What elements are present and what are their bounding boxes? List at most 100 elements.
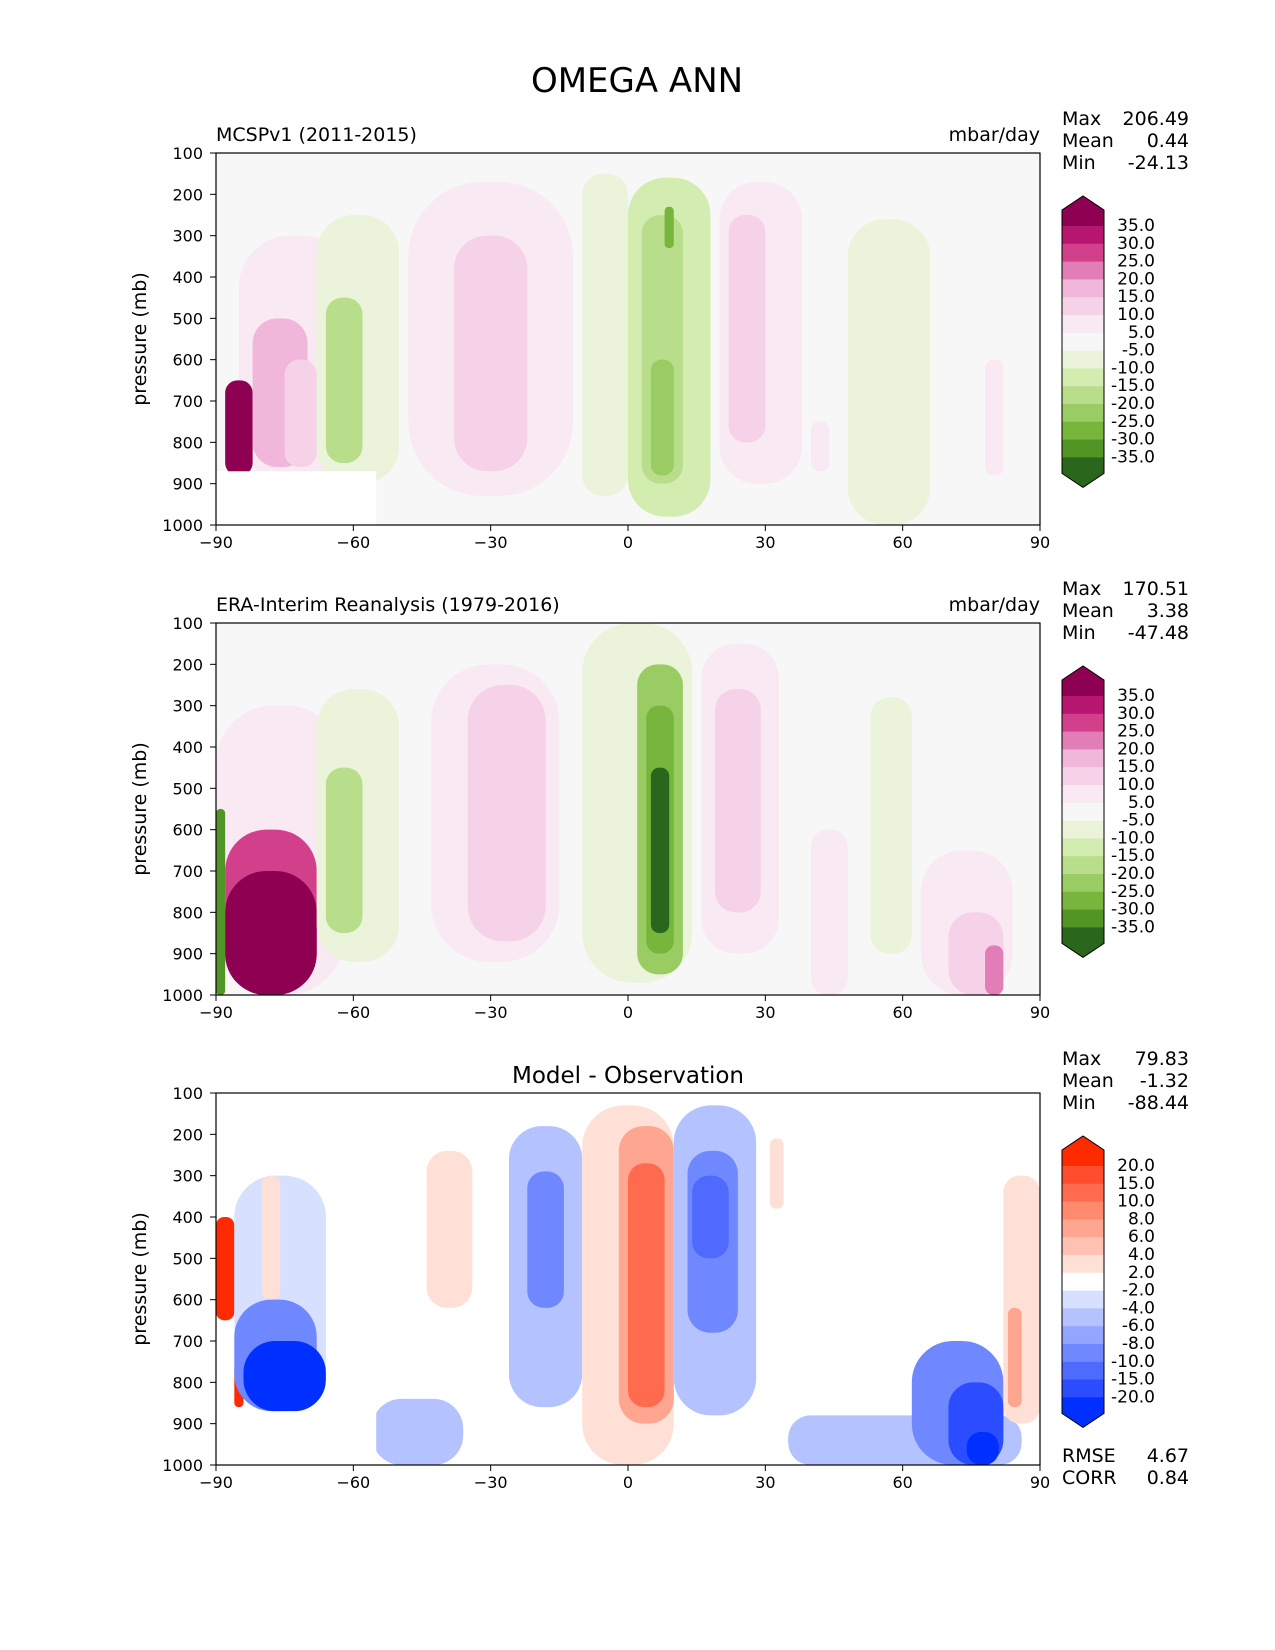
stat-label: Max: [1062, 1048, 1101, 1070]
colorbar-cell: [1062, 297, 1104, 316]
x-tick-label: −30: [474, 1003, 508, 1022]
colorbar-cell: [1062, 279, 1104, 298]
stat-value: -47.48: [1128, 622, 1189, 644]
colorbar-label: -10.0: [1111, 1352, 1155, 1372]
colorbar-label: 20.0: [1117, 1156, 1155, 1176]
contour-region: [582, 173, 628, 497]
y-tick-label: 200: [172, 655, 203, 674]
x-tick-label: −90: [199, 1473, 233, 1492]
metric-label: RMSE: [1062, 1445, 1116, 1467]
stat-value: -1.32: [1140, 1070, 1189, 1092]
x-tick-label: −60: [336, 533, 370, 552]
colorbar-label: 4.0: [1128, 1245, 1155, 1265]
contour-region: [225, 380, 253, 476]
stat-label: Min: [1062, 622, 1096, 644]
colorbar-label: -20.0: [1111, 394, 1155, 414]
panel-model: −90 −60 −30 0 30 60 90 100 200 300 400 500 600 700 800…: [129, 108, 1189, 552]
contour-region: [769, 1138, 784, 1209]
x-tick-label: 0: [623, 1473, 633, 1492]
stat-label: Max: [1062, 578, 1101, 600]
colorbar: 35.030.025.020.015.010.05.0-5.0-10.0-15.…: [1061, 665, 1155, 959]
colorbar-extension-top: [1062, 1136, 1104, 1166]
panel-title: ERA-Interim Reanalysis (1979-2016): [216, 594, 560, 616]
colorbar-label: 30.0: [1117, 704, 1155, 724]
colorbar-cell: [1062, 1272, 1104, 1292]
contour-region: [426, 1150, 473, 1308]
x-tick-label: 90: [1030, 1003, 1050, 1022]
colorbar-outline: [1061, 665, 1105, 959]
stat-label: Mean: [1062, 600, 1114, 622]
x-tick-label: 30: [755, 1003, 775, 1022]
colorbar-label: 5.0: [1128, 323, 1155, 343]
x-tick-label: 90: [1030, 1473, 1050, 1492]
colorbar-cell: [1062, 891, 1104, 911]
stat-value: 3.38: [1147, 600, 1189, 622]
contour-region: [527, 1171, 564, 1308]
contour-fill: [216, 623, 1013, 995]
x-tick-label: −30: [474, 533, 508, 552]
contour-region: [664, 206, 674, 249]
contour-region: [325, 767, 363, 933]
y-tick-label: 400: [172, 268, 203, 287]
figure-title: OMEGA ANN: [531, 61, 743, 101]
stat-label: Mean: [1062, 130, 1114, 152]
colorbar-label: 2.0: [1128, 1263, 1155, 1283]
y-tick-label: 500: [172, 309, 203, 328]
stat-label: Min: [1062, 152, 1096, 174]
y-tick-label: 1000: [162, 516, 203, 535]
missing-data-mask: [216, 471, 377, 525]
x-tick-label: 90: [1030, 533, 1050, 552]
colorbar-label: -4.0: [1122, 1298, 1155, 1318]
metric-value: 0.84: [1147, 1467, 1189, 1489]
colorbar-label: -20.0: [1111, 864, 1155, 884]
colorbar-cell: [1062, 909, 1104, 928]
contour-region: [966, 1431, 999, 1465]
x-tick-label: −90: [199, 533, 233, 552]
x-tick-label: 60: [892, 1003, 912, 1022]
colorbar-label: 20.0: [1117, 739, 1155, 759]
y-axis-label: pressure (mb): [129, 1212, 151, 1346]
y-axis-label: pressure (mb): [129, 742, 151, 876]
contour-region: [714, 689, 761, 913]
colorbar-label: -2.0: [1122, 1281, 1155, 1301]
y-tick-label: 800: [172, 433, 203, 452]
y-tick-label: 100: [172, 144, 203, 163]
contour-fill: [216, 173, 1004, 525]
colorbar-label: -25.0: [1111, 412, 1155, 432]
colorbar-cell: [1062, 261, 1104, 280]
stat-value: 170.51: [1123, 578, 1189, 600]
colorbar-label: -5.0: [1122, 341, 1155, 361]
colorbar-cell: [1062, 785, 1104, 804]
colorbar-cell: [1062, 350, 1104, 369]
contour-region: [454, 235, 528, 472]
y-tick-label: 600: [172, 351, 203, 370]
colorbar-outline: [1061, 195, 1105, 489]
colorbar-label: 15.0: [1117, 757, 1155, 777]
y-tick-label: 400: [172, 1208, 203, 1227]
metric-label: CORR: [1062, 1467, 1117, 1489]
colorbar-cell: [1062, 1219, 1104, 1238]
x-tick-label: 0: [623, 1003, 633, 1022]
missing-data-mask: [216, 1411, 377, 1465]
panel-observation: −90 −60 −30 0 30 60 90 100 200 300 400 500 600 700 800…: [129, 578, 1189, 1022]
colorbar-label: -35.0: [1111, 447, 1155, 467]
contour-region: [650, 359, 674, 476]
y-tick-label: 100: [172, 1084, 203, 1103]
panel-title: MCSPv1 (2011-2015): [216, 124, 417, 146]
y-tick-label: 600: [172, 1291, 203, 1310]
contour-region: [261, 1175, 281, 1300]
y-tick-label: 700: [172, 862, 203, 881]
units-label: mbar/day: [949, 594, 1040, 616]
stat-value: 79.83: [1135, 1048, 1189, 1070]
contour-region: [870, 697, 912, 954]
stat-value: -24.13: [1128, 152, 1189, 174]
panel-difference: −90 −60 −30 0 30 60 90 100 200 300 400 500 600 700 800…: [129, 1048, 1189, 1492]
x-tick-label: 60: [892, 1473, 912, 1492]
colorbar-label: -6.0: [1122, 1316, 1155, 1336]
contour-region: [1007, 1307, 1022, 1408]
colorbar-label: 35.0: [1117, 216, 1155, 236]
y-tick-label: 300: [172, 227, 203, 246]
colorbar-cell: [1062, 1290, 1104, 1309]
colorbar-cell: [1062, 439, 1104, 458]
